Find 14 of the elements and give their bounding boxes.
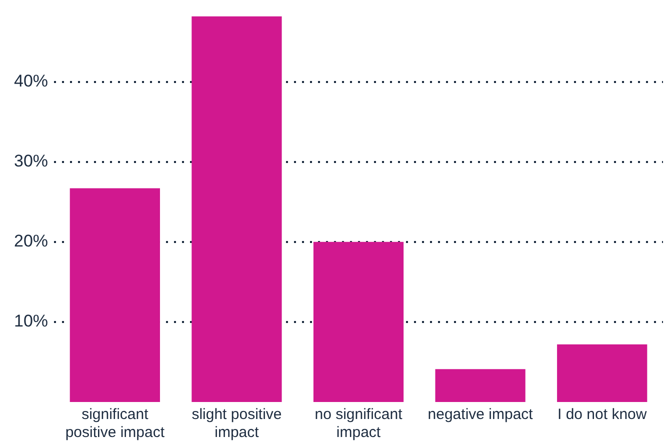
y-tick-label: 40% [14, 72, 48, 91]
bar [192, 16, 282, 402]
x-tick-label: no significant impact [314, 406, 404, 442]
y-tick-label: 30% [14, 152, 48, 171]
x-tick-label: significant positive impact [65, 406, 166, 442]
y-tick-label: 20% [14, 232, 48, 251]
x-tick-label: I do not know [557, 406, 647, 424]
x-tick-label: slight positive impact [192, 406, 282, 442]
bar [435, 369, 526, 402]
bar [70, 188, 160, 402]
bar [557, 344, 648, 402]
y-tick-label: 10% [14, 312, 48, 331]
bar [313, 242, 404, 402]
x-tick-label: negative impact [428, 406, 534, 424]
